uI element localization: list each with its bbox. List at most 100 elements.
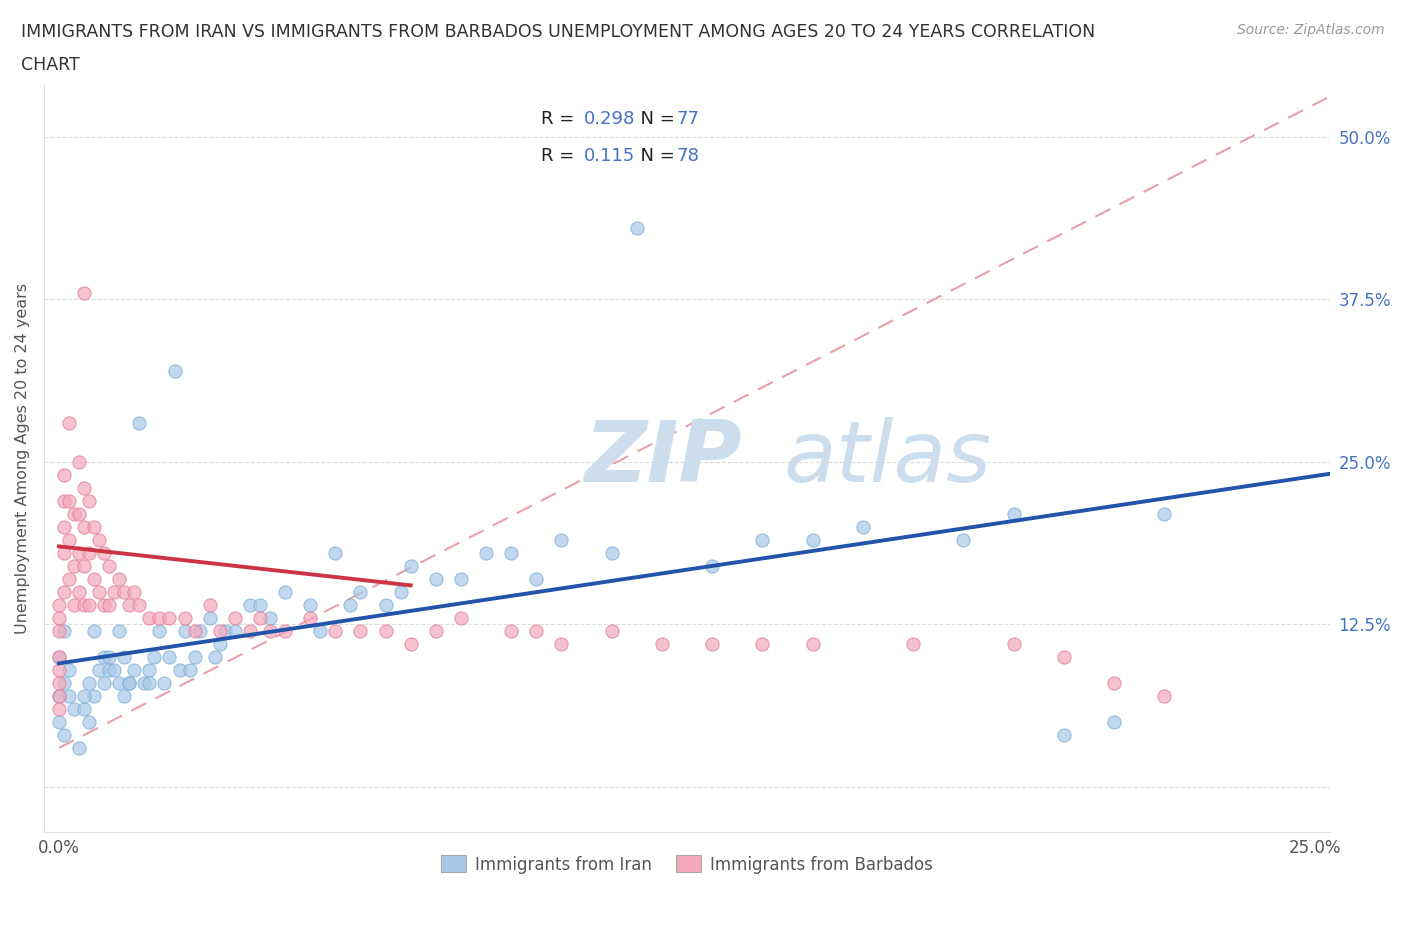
Point <box>1102 675 1125 690</box>
Point <box>450 571 472 586</box>
Point <box>501 545 523 560</box>
Point <box>1053 649 1076 664</box>
Y-axis label: Unemployment Among Ages 20 to 24 years: Unemployment Among Ages 20 to 24 years <box>15 283 30 634</box>
Point <box>58 494 80 509</box>
Point <box>48 675 70 690</box>
Point <box>67 507 90 522</box>
Point <box>67 545 90 560</box>
Point <box>148 623 170 638</box>
Point <box>143 649 166 664</box>
Point <box>118 675 141 690</box>
Point <box>53 675 76 690</box>
Text: R =: R = <box>541 111 581 128</box>
Point <box>1002 507 1025 522</box>
Point <box>77 675 100 690</box>
Point <box>89 662 111 677</box>
Point <box>48 688 70 703</box>
Point <box>224 623 246 638</box>
Point <box>183 649 205 664</box>
Point <box>118 597 141 612</box>
Point <box>173 610 195 625</box>
Point <box>108 571 131 586</box>
Point <box>399 636 422 651</box>
Point <box>1002 636 1025 651</box>
Point <box>103 584 125 599</box>
Point <box>600 545 623 560</box>
Point <box>1153 688 1175 703</box>
Point <box>179 662 201 677</box>
Point <box>700 636 723 651</box>
Point <box>83 623 105 638</box>
Point <box>67 584 90 599</box>
Point <box>77 714 100 729</box>
Point <box>73 701 96 716</box>
Text: 77: 77 <box>676 111 699 128</box>
Point <box>501 623 523 638</box>
Point <box>239 623 262 638</box>
Point <box>112 688 135 703</box>
Point <box>112 584 135 599</box>
Point <box>98 662 121 677</box>
Point <box>208 636 231 651</box>
Point <box>67 455 90 470</box>
Point <box>952 532 974 547</box>
Point <box>103 662 125 677</box>
Point <box>399 558 422 573</box>
Point <box>249 597 271 612</box>
Point <box>53 727 76 742</box>
Point <box>323 623 346 638</box>
Point <box>48 610 70 625</box>
Point <box>274 623 297 638</box>
Point <box>53 520 76 535</box>
Point <box>299 597 322 612</box>
Point <box>98 649 121 664</box>
Point <box>73 558 96 573</box>
Point <box>108 623 131 638</box>
Point <box>1102 714 1125 729</box>
Point <box>138 662 160 677</box>
Point <box>108 675 131 690</box>
Text: ZIP: ZIP <box>583 417 742 500</box>
Point <box>153 675 176 690</box>
Point <box>98 558 121 573</box>
Point <box>83 571 105 586</box>
Point <box>183 623 205 638</box>
Point <box>425 623 447 638</box>
Point <box>63 701 86 716</box>
Point <box>801 532 824 547</box>
Point <box>204 649 226 664</box>
Point <box>77 545 100 560</box>
Point <box>58 571 80 586</box>
Point <box>159 610 181 625</box>
Point <box>93 649 115 664</box>
Point <box>89 532 111 547</box>
Point <box>93 545 115 560</box>
Point <box>852 520 875 535</box>
Point <box>299 610 322 625</box>
Point <box>63 558 86 573</box>
Point <box>450 610 472 625</box>
Point <box>48 688 70 703</box>
Point <box>58 662 80 677</box>
Point <box>600 623 623 638</box>
Point <box>48 623 70 638</box>
Point <box>48 649 70 664</box>
Point <box>118 675 141 690</box>
Point <box>48 597 70 612</box>
Point <box>651 636 673 651</box>
Point <box>259 623 281 638</box>
Point <box>63 507 86 522</box>
Point <box>626 220 648 235</box>
Point <box>138 675 160 690</box>
Point <box>58 688 80 703</box>
Point <box>700 558 723 573</box>
Point <box>138 610 160 625</box>
Point <box>349 584 371 599</box>
Point <box>801 636 824 651</box>
Point <box>67 740 90 755</box>
Point <box>93 675 115 690</box>
Point <box>323 545 346 560</box>
Point <box>309 623 332 638</box>
Text: 78: 78 <box>676 147 699 165</box>
Point <box>208 623 231 638</box>
